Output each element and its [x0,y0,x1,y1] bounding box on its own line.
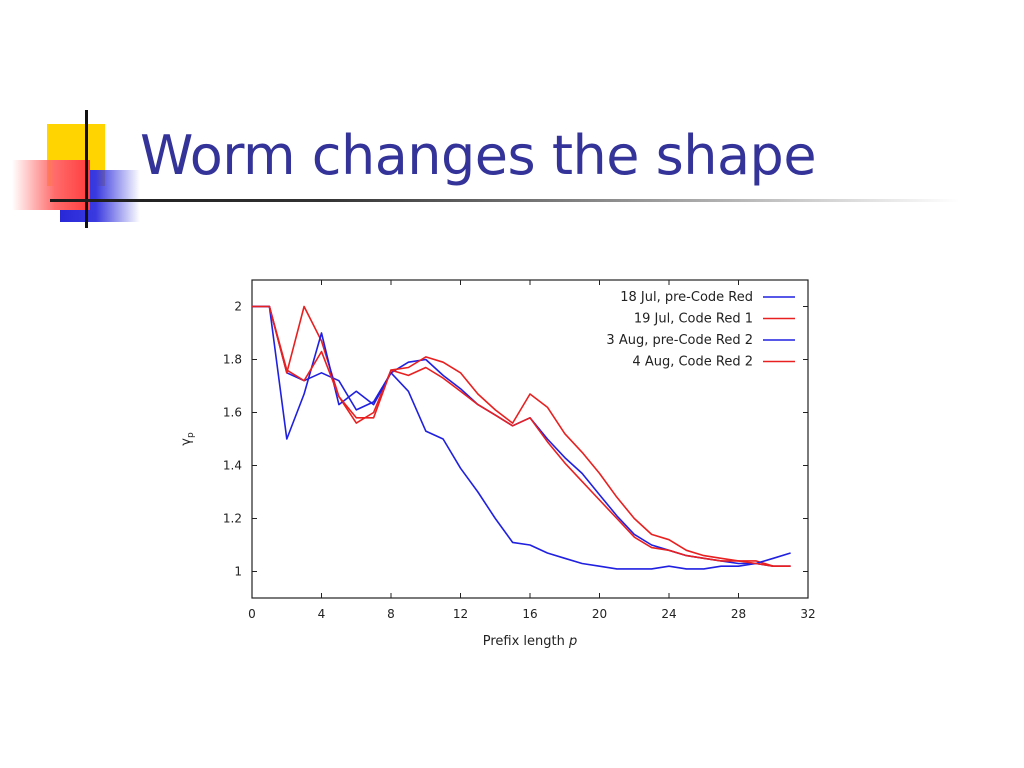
y-tick-label: 1.4 [223,459,242,473]
y-tick-label: 1.2 [223,512,242,526]
decor-vertical-line [85,110,88,228]
y-tick-label: 1.8 [223,353,242,367]
x-tick-label: 8 [387,607,395,621]
legend: 18 Jul, pre-Code Red 19 Jul, Code Red 1 3 … [606,290,795,370]
x-axis-label-var: p [568,634,577,649]
x-tick-label: 32 [800,607,815,621]
y-axis-label: γp [179,432,196,446]
y-axis-label-symbol: γ [179,438,194,446]
x-axis-label: Prefix length p [483,634,578,649]
legend-label-1: 18 Jul, pre-Code Red [620,290,753,305]
x-tick-label: 4 [318,607,326,621]
series-line-4 [252,305,791,568]
x-tick-label: 28 [731,607,746,621]
series-line-3 [252,305,791,570]
axis-ticks: 0 4 8 12 16 20 24 28 32 1 1.2 1.4 1.6 1.8 2 [223,280,816,621]
legend-label-3: 3 Aug, pre-Code Red 2 [606,333,753,348]
plot-frame [251,279,809,599]
y-tick-label: 1 [234,565,242,579]
x-tick-label: 16 [522,607,537,621]
x-tick-label: 0 [248,607,256,621]
legend-label-4: 4 Aug, Code Red 2 [632,355,753,370]
y-tick-label: 2 [234,300,242,314]
x-axis-label-text: Prefix length [483,634,569,649]
slide-title: Worm changes the shape [140,124,817,187]
x-tick-label: 24 [661,607,676,621]
series-lines [252,305,791,570]
legend-label-2: 19 Jul, Code Red 1 [634,312,753,327]
x-tick-label: 20 [592,607,607,621]
x-tick-label: 12 [453,607,468,621]
y-axis-label-subscript: p [186,432,196,438]
title-underline [50,199,960,202]
y-tick-label: 1.6 [223,406,242,420]
